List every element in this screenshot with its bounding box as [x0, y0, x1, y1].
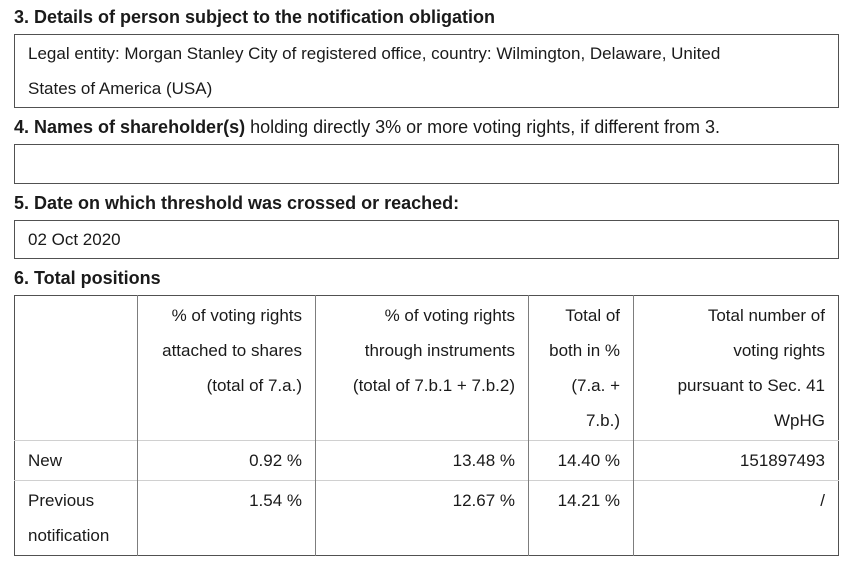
header-line: Total number of	[707, 306, 825, 325]
header-line: (total of 7.b.1 + 7.b.2)	[352, 376, 515, 395]
cell-total-both: 14.21 %	[528, 480, 634, 556]
cell-total-number: 151897493	[633, 440, 839, 481]
shareholder-names-box	[14, 144, 839, 184]
table-header-row: % of voting rights attached to shares (t…	[15, 295, 839, 441]
header-line: WpHG	[774, 411, 825, 430]
legal-entity-line-2: States of America (USA)	[28, 79, 213, 98]
cell-total-both: 14.40 %	[528, 440, 634, 481]
header-cell-voting-rights-shares: % of voting rights attached to shares (t…	[137, 295, 316, 441]
header-cell-total-number: Total number of voting rights pursuant t…	[633, 295, 839, 441]
section-4-title-bold: 4. Names of shareholder(s)	[14, 117, 246, 137]
header-line: (total of 7.a.)	[206, 376, 302, 395]
section-5-title: 5. Date on which threshold was crossed o…	[14, 193, 460, 213]
cell-voting-rights-shares: 1.54 %	[137, 480, 316, 556]
section-6: 6. Total positions % of voting rights at…	[14, 267, 839, 556]
row-label: New	[14, 440, 138, 481]
section-4-title: 4. Names of shareholder(s) holding direc…	[14, 116, 839, 138]
total-positions-table: % of voting rights attached to shares (t…	[14, 295, 839, 556]
header-cell-total-both: Total of both in % (7.a. + 7.b.)	[528, 295, 634, 441]
threshold-date-box: 02 Oct 2020	[14, 220, 839, 259]
cell-total-number: /	[633, 480, 839, 556]
cell-voting-rights-shares: 0.92 %	[137, 440, 316, 481]
table-row-new: New 0.92 % 13.48 % 14.40 % 151897493	[14, 440, 839, 481]
table-row-previous-notification: Previous notification 1.54 % 12.67 % 14.…	[14, 480, 839, 556]
legal-entity-line-1: Legal entity: Morgan Stanley City of reg…	[28, 44, 721, 63]
header-line: % of voting rights	[384, 306, 515, 325]
header-line: both in %	[549, 341, 620, 360]
header-line: Total of	[565, 306, 620, 325]
row-label: Previous notification	[14, 480, 138, 556]
section-3: 3. Details of person subject to the noti…	[14, 6, 839, 108]
section-4: 4. Names of shareholder(s) holding direc…	[14, 116, 839, 184]
header-line: attached to shares	[162, 341, 302, 360]
section-4-title-rest: holding directly 3% or more voting right…	[245, 117, 720, 137]
header-line: 7.b.)	[585, 411, 620, 430]
header-line: % of voting rights	[171, 306, 302, 325]
section-3-title: 3. Details of person subject to the noti…	[14, 7, 496, 27]
cell-voting-rights-instruments: 13.48 %	[315, 440, 529, 481]
header-cell-voting-rights-instruments: % of voting rights through instruments (…	[315, 295, 529, 441]
section-6-title: 6. Total positions	[14, 268, 161, 288]
section-5: 5. Date on which threshold was crossed o…	[14, 192, 839, 259]
cell-voting-rights-instruments: 12.67 %	[315, 480, 529, 556]
header-line: voting rights	[733, 341, 825, 360]
legal-entity-box: Legal entity: Morgan Stanley City of reg…	[14, 34, 839, 108]
header-line: through instruments	[364, 341, 515, 360]
header-line: (7.a. +	[571, 376, 620, 395]
header-line: pursuant to Sec. 41	[677, 376, 825, 395]
header-cell-empty	[15, 296, 138, 441]
